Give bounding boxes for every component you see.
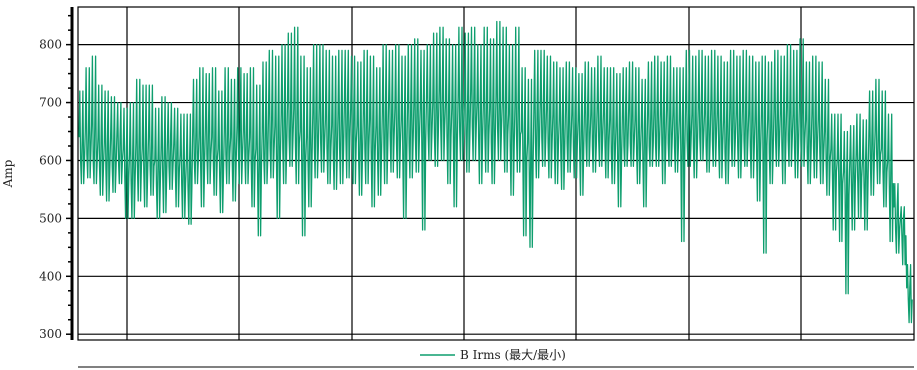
y-axis: 300 400 500 600 700 800 — [39, 7, 74, 341]
y-tick-label: 400 — [39, 269, 62, 283]
y-tick-label: 600 — [39, 153, 62, 167]
y-tick-label: 300 — [39, 327, 62, 341]
legend-label: B Irms (最大/最小) — [460, 348, 566, 362]
y-tick-label: 800 — [39, 38, 62, 52]
series-layer — [78, 20, 913, 324]
y-axis-label: Amp — [1, 159, 15, 188]
y-tick-label: 700 — [39, 96, 62, 110]
legend[interactable]: B Irms (最大/最小) — [420, 348, 566, 362]
y-tick-label: 500 — [39, 211, 62, 225]
series-line-b-irms — [78, 20, 913, 324]
plot-frame — [77, 6, 915, 341]
